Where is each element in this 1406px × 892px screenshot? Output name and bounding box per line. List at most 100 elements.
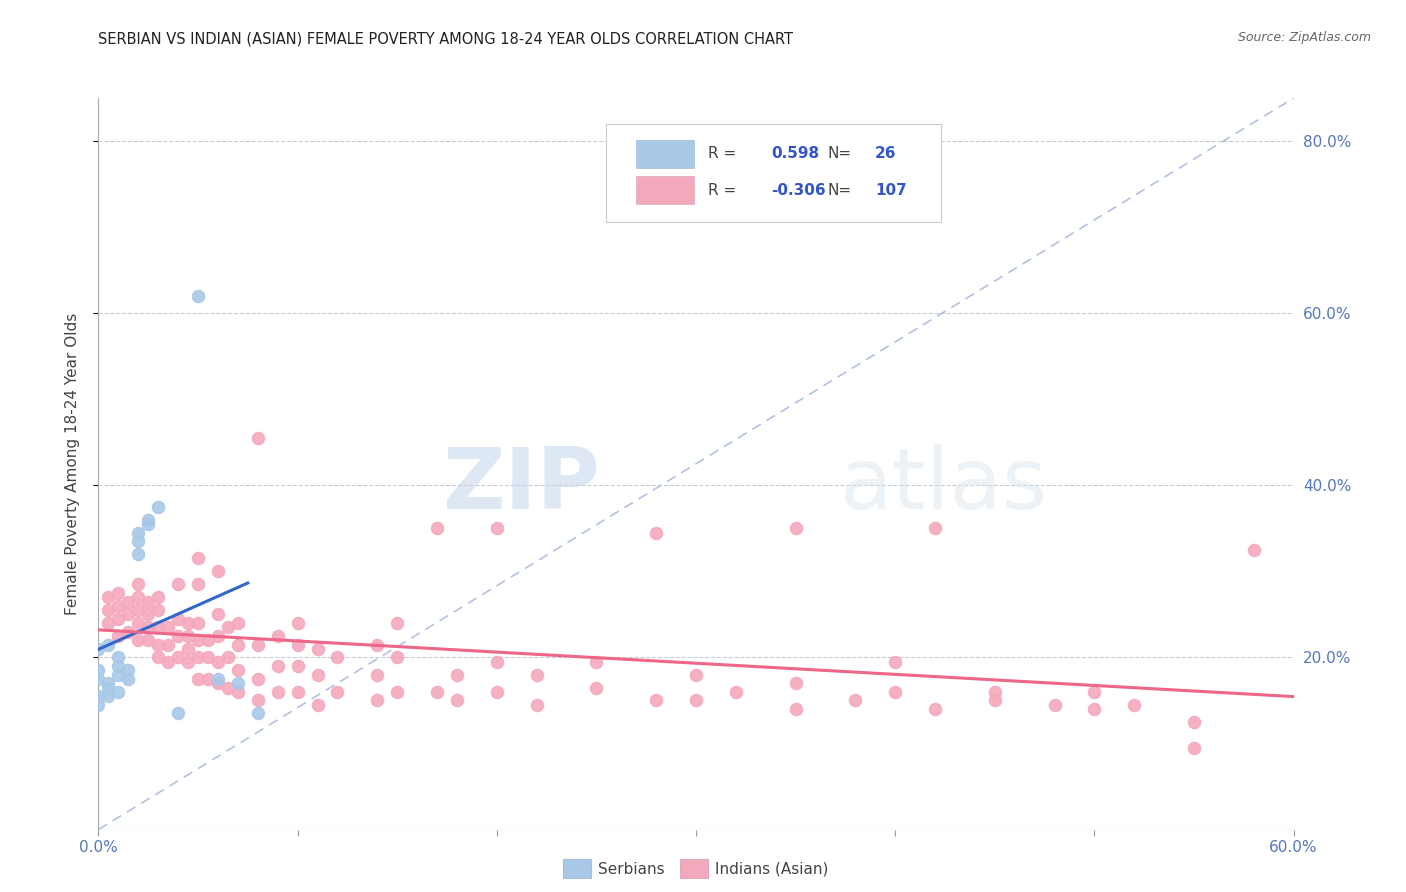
Point bbox=[585, 681, 607, 695]
Point bbox=[385, 650, 409, 665]
Point bbox=[884, 655, 907, 669]
Point bbox=[97, 676, 120, 690]
Point bbox=[844, 693, 866, 707]
Point bbox=[187, 672, 209, 686]
Point bbox=[187, 650, 209, 665]
Point bbox=[267, 685, 290, 699]
Point bbox=[127, 591, 149, 605]
Point bbox=[685, 693, 707, 707]
Text: Source: ZipAtlas.com: Source: ZipAtlas.com bbox=[1237, 31, 1371, 45]
Point bbox=[177, 615, 200, 630]
Point bbox=[117, 672, 139, 686]
Point bbox=[148, 500, 170, 514]
Point bbox=[1182, 740, 1205, 755]
Point bbox=[136, 607, 159, 622]
Point bbox=[217, 681, 239, 695]
Point bbox=[485, 521, 508, 535]
Point bbox=[127, 615, 149, 630]
Point bbox=[127, 547, 149, 561]
Point bbox=[1083, 702, 1105, 716]
Point bbox=[526, 698, 548, 712]
Point bbox=[87, 664, 110, 678]
Point bbox=[107, 599, 129, 613]
Point bbox=[207, 607, 229, 622]
Point bbox=[97, 681, 120, 695]
Point bbox=[107, 667, 129, 681]
Point bbox=[117, 624, 139, 639]
Point bbox=[177, 629, 200, 643]
Point bbox=[87, 641, 110, 656]
Point bbox=[127, 577, 149, 591]
Point bbox=[585, 655, 607, 669]
Point bbox=[107, 612, 129, 626]
Point bbox=[1182, 714, 1205, 729]
Point bbox=[226, 676, 249, 690]
Point bbox=[157, 620, 180, 634]
Point bbox=[148, 620, 170, 634]
Point bbox=[226, 664, 249, 678]
Text: -0.306: -0.306 bbox=[772, 183, 825, 198]
Point bbox=[148, 650, 170, 665]
Text: R =: R = bbox=[709, 146, 741, 161]
Text: R =: R = bbox=[709, 183, 741, 198]
Point bbox=[167, 577, 190, 591]
Point bbox=[97, 638, 120, 652]
Point bbox=[385, 615, 409, 630]
Point bbox=[307, 698, 329, 712]
Point bbox=[136, 517, 159, 532]
Point bbox=[127, 633, 149, 648]
Point bbox=[167, 612, 190, 626]
Point bbox=[187, 289, 209, 303]
Text: N=: N= bbox=[827, 146, 852, 161]
Point bbox=[1043, 698, 1066, 712]
Point bbox=[1083, 685, 1105, 699]
Point bbox=[127, 603, 149, 617]
Text: N=: N= bbox=[827, 183, 852, 198]
Point bbox=[87, 698, 110, 712]
Point bbox=[127, 534, 149, 549]
Point bbox=[97, 603, 120, 617]
FancyBboxPatch shape bbox=[637, 140, 693, 168]
Point bbox=[117, 664, 139, 678]
Text: atlas: atlas bbox=[839, 444, 1047, 527]
Point bbox=[326, 650, 349, 665]
Point bbox=[267, 659, 290, 673]
Text: 107: 107 bbox=[875, 183, 907, 198]
Point bbox=[97, 689, 120, 703]
Point bbox=[426, 685, 449, 699]
Point bbox=[207, 672, 229, 686]
Point bbox=[326, 685, 349, 699]
Point bbox=[446, 693, 468, 707]
Point bbox=[226, 615, 249, 630]
Point bbox=[526, 667, 548, 681]
Point bbox=[884, 685, 907, 699]
Point bbox=[267, 629, 290, 643]
FancyBboxPatch shape bbox=[606, 124, 941, 222]
Point bbox=[246, 706, 269, 721]
Point bbox=[246, 693, 269, 707]
Point bbox=[87, 672, 110, 686]
Point bbox=[177, 655, 200, 669]
Point bbox=[117, 607, 139, 622]
Point bbox=[924, 521, 946, 535]
Point bbox=[87, 689, 110, 703]
Point bbox=[984, 693, 1007, 707]
Point bbox=[217, 650, 239, 665]
Point bbox=[446, 667, 468, 681]
Point bbox=[366, 638, 388, 652]
Point bbox=[207, 655, 229, 669]
Point bbox=[107, 685, 129, 699]
Point bbox=[197, 633, 219, 648]
Point bbox=[307, 667, 329, 681]
FancyBboxPatch shape bbox=[637, 177, 693, 204]
Point bbox=[117, 594, 139, 608]
Text: 0.598: 0.598 bbox=[772, 146, 820, 161]
Point bbox=[136, 594, 159, 608]
Point bbox=[366, 667, 388, 681]
Point bbox=[485, 685, 508, 699]
Point bbox=[287, 615, 309, 630]
Point bbox=[187, 577, 209, 591]
Point bbox=[107, 650, 129, 665]
Point bbox=[217, 620, 239, 634]
Point bbox=[645, 693, 668, 707]
